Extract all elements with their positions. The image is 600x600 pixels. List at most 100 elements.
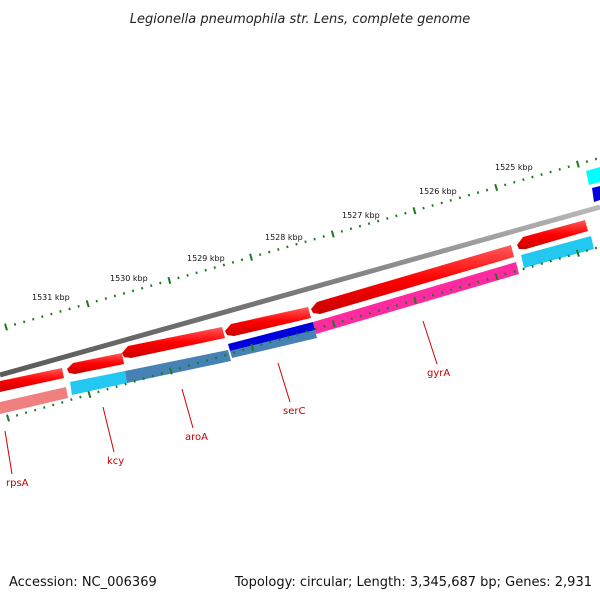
cog-block-edge-cyan bbox=[586, 167, 600, 185]
major-tick bbox=[4, 323, 8, 331]
minor-tick bbox=[204, 268, 207, 272]
minor-tick bbox=[33, 408, 37, 412]
minor-tick bbox=[368, 311, 372, 315]
cds-arrow-serC bbox=[225, 307, 311, 336]
gene-label-kcy: kcy bbox=[107, 456, 124, 467]
minor-tick bbox=[79, 395, 82, 399]
kbp-label: 1529 kbp bbox=[187, 254, 225, 263]
minor-tick bbox=[131, 289, 135, 293]
map-title: Legionella pneumophila str. Lens, comple… bbox=[130, 12, 471, 27]
minor-tick bbox=[222, 263, 226, 267]
minor-tick bbox=[296, 332, 299, 336]
minor-tick bbox=[440, 201, 443, 205]
minor-tick bbox=[240, 258, 244, 262]
minor-tick bbox=[278, 338, 281, 341]
minor-tick bbox=[558, 257, 561, 260]
cog-block-rpsA bbox=[0, 387, 68, 414]
minor-tick bbox=[395, 214, 398, 218]
minor-tick bbox=[540, 262, 543, 266]
minor-tick bbox=[386, 306, 390, 310]
minor-tick bbox=[177, 276, 180, 280]
pointer-line bbox=[4, 430, 13, 475]
cog-block-serC-a bbox=[228, 322, 315, 351]
gene-label-aroA: aroA bbox=[185, 432, 208, 443]
minor-tick bbox=[395, 304, 399, 307]
minor-tick bbox=[386, 217, 389, 220]
minor-tick bbox=[106, 387, 109, 391]
kbp-label: 1531 kbp bbox=[32, 293, 70, 302]
cog-track bbox=[0, 167, 600, 414]
minor-tick bbox=[133, 379, 136, 383]
minor-tick bbox=[213, 266, 216, 269]
minor-tick bbox=[269, 340, 272, 344]
minor-tick bbox=[15, 413, 19, 417]
minor-tick bbox=[242, 348, 245, 352]
minor-tick bbox=[50, 312, 53, 316]
summary-text: Topology: circular; Length: 3,345,687 bp… bbox=[234, 575, 592, 590]
cog-block-gyrA bbox=[313, 262, 519, 334]
minor-tick bbox=[476, 191, 480, 195]
kbp-label: 1530 kbp bbox=[110, 274, 148, 283]
gene-labels bbox=[4, 320, 438, 475]
cog-block-next bbox=[521, 236, 594, 268]
minor-tick bbox=[43, 406, 46, 409]
minor-tick bbox=[567, 165, 570, 169]
minor-tick bbox=[585, 160, 589, 163]
minor-tick bbox=[68, 307, 71, 311]
minor-tick bbox=[95, 299, 98, 303]
minor-tick bbox=[349, 227, 353, 231]
minor-tick bbox=[287, 335, 290, 339]
cds-arrow-gyrA bbox=[311, 245, 514, 314]
minor-tick bbox=[32, 317, 35, 321]
minor-tick bbox=[59, 310, 62, 313]
minor-tick bbox=[441, 291, 444, 294]
minor-tick bbox=[450, 288, 453, 292]
minor-tick bbox=[431, 293, 435, 297]
cds-arrow-aroA bbox=[122, 327, 225, 358]
kbp-label: 1525 kbp bbox=[495, 163, 533, 172]
major-tick bbox=[575, 160, 580, 168]
major-tick bbox=[249, 253, 253, 261]
minor-tick bbox=[594, 246, 598, 250]
minor-tick bbox=[52, 403, 55, 407]
minor-tick bbox=[286, 245, 289, 249]
major-tick bbox=[167, 276, 172, 285]
major-tick bbox=[412, 207, 417, 215]
pointer-line bbox=[422, 320, 438, 365]
minor-tick bbox=[422, 296, 426, 300]
minor-tick bbox=[504, 183, 507, 187]
minor-tick bbox=[341, 319, 344, 323]
outer-tick-track bbox=[4, 157, 598, 331]
pointer-line bbox=[102, 406, 115, 453]
minor-tick bbox=[186, 273, 189, 277]
minor-tick bbox=[232, 351, 236, 355]
major-tick bbox=[250, 343, 255, 351]
minor-tick bbox=[115, 385, 118, 389]
minor-tick bbox=[142, 377, 145, 381]
minor-tick bbox=[485, 188, 489, 192]
minor-tick bbox=[486, 277, 489, 281]
minor-tick bbox=[467, 193, 471, 197]
major-tick bbox=[6, 414, 10, 422]
minor-tick bbox=[178, 366, 182, 370]
minor-tick bbox=[404, 211, 407, 215]
minor-tick bbox=[196, 361, 200, 365]
kbp-label: 1526 kbp bbox=[419, 187, 457, 196]
minor-tick bbox=[124, 382, 127, 386]
kbp-labels: 1531 kbp 1530 kbp 1529 kbp 1528 kbp 1527… bbox=[32, 163, 533, 302]
minor-tick bbox=[458, 196, 462, 200]
minor-tick bbox=[377, 309, 381, 313]
gene-label-gyrA: gyrA bbox=[427, 368, 450, 379]
gene-label-rpsA: rpsA bbox=[6, 478, 29, 489]
minor-tick bbox=[77, 304, 80, 308]
minor-tick bbox=[350, 317, 353, 321]
minor-tick bbox=[504, 272, 507, 276]
minor-tick bbox=[359, 314, 362, 318]
minor-tick bbox=[314, 327, 317, 331]
minor-tick bbox=[531, 264, 534, 268]
minor-tick bbox=[195, 271, 198, 275]
minor-tick bbox=[522, 267, 525, 271]
minor-tick bbox=[323, 325, 326, 328]
minor-tick bbox=[304, 240, 307, 244]
